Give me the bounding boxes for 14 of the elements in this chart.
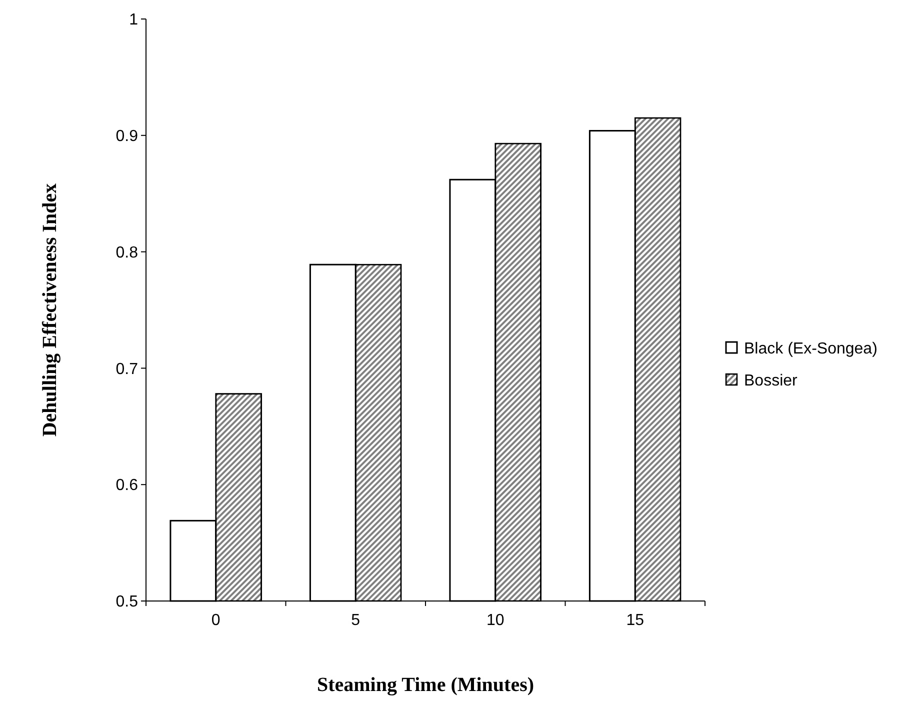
x-axis-title: Steaming Time (Minutes) xyxy=(316,674,534,696)
y-tick-label: 0.7 xyxy=(116,360,138,378)
y-tick-label: 0.5 xyxy=(116,594,138,611)
x-tick-label: 10 xyxy=(486,612,504,629)
y-tick-label: 1 xyxy=(129,12,138,29)
x-tick-label: 15 xyxy=(626,612,644,629)
y-axis-title: Dehulling Effectiveness Index xyxy=(39,183,61,437)
y-tick-label: 0.9 xyxy=(116,128,138,145)
legend-label: Bossier xyxy=(744,372,798,390)
x-tick-label: 0 xyxy=(211,612,220,629)
x-tick-label: 5 xyxy=(351,612,360,629)
y-tick-label: 0.8 xyxy=(116,244,138,262)
legend-label: Black (Ex-Songea) xyxy=(744,340,878,358)
y-tick-label: 0.6 xyxy=(116,477,138,494)
